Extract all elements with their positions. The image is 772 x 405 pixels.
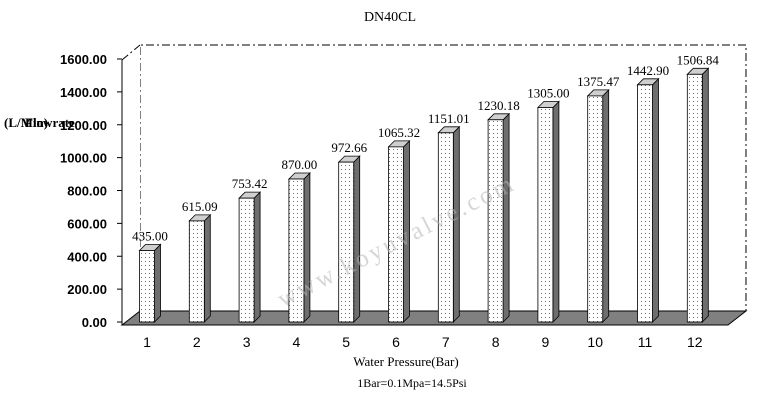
x-tick-label: 1 [143,334,151,350]
bar-group: 435.00 1 615.09 2 753.42 3 870.00 4 972.66 5 1065.… [132,52,719,350]
bar-value-label: 1442.90 [627,63,669,78]
bar-value-label: 1151.01 [428,111,470,126]
x-tick-label: 5 [342,334,350,350]
x-tick-label: 8 [492,334,500,350]
y-tick-label: 1000.00 [60,151,107,166]
bar-value-label: 1506.84 [677,52,720,67]
y-tick-label: 1600.00 [60,52,107,67]
x-tick-label: 11 [638,334,653,350]
bar-value-label: 972.66 [331,140,367,155]
x-tick-label: 2 [193,334,201,350]
bar-side [353,155,361,323]
bar-side [652,77,659,323]
x-tick-label: 10 [587,334,603,350]
bar-value-label: 435.00 [132,228,168,243]
x-axis-note: 1Bar=0.1Mpa=14.5Psi [357,376,467,390]
bar-value-label: 1375.47 [577,74,620,89]
bar [587,95,604,323]
bar [139,250,155,323]
bar [338,161,355,323]
chart-title: DN40CL [364,10,416,25]
bar [238,197,255,323]
y-tick-label: 1200.00 [60,118,107,133]
bar-value-label: 1305.00 [527,85,569,100]
bar [537,107,554,323]
bar-side [552,100,560,323]
bar [487,119,504,323]
bar-value-label: 615.09 [182,199,218,214]
x-tick-label: 12 [687,334,703,350]
bar [686,73,703,323]
bar-side [701,67,709,323]
y-tick-label: 400.00 [67,249,107,264]
x-tick-label: 7 [442,334,450,350]
bar [188,220,205,323]
x-tick-label: 9 [542,334,550,350]
y-tick-group: 0.00 200.00 400.00 600.00 800.00 1000.00 1200.… [60,52,122,330]
left-wall [122,45,140,325]
y-tick-label: 800.00 [67,184,107,199]
y-tick-label: 600.00 [67,216,107,231]
bar [388,146,404,323]
y-tick-label: 200.00 [67,282,107,297]
bar-side [602,88,610,323]
bar-side [502,112,510,323]
y-axis-label-unit: (L/Min) [4,115,49,130]
bar [288,178,305,323]
bar-value-label: 870.00 [282,157,318,172]
bar-side [203,213,211,323]
bar [437,132,454,323]
left-wall-edge [121,44,141,61]
bar-side [154,243,161,323]
y-tick-label: 1400.00 [60,85,107,100]
bar-side [253,191,261,323]
bar-value-label: 753.42 [232,176,268,191]
y-axis-label-flowrate: Flowrate [25,115,75,130]
x-axis-label: Water Pressure(Bar) [353,354,458,369]
x-tick-label: 4 [293,334,301,350]
x-tick-label: 6 [392,334,400,350]
y-tick-label: 0.00 [82,315,107,330]
bar-value-label: 1230.18 [477,98,519,113]
bar [637,84,653,323]
bar-value-label: 1065.32 [378,125,420,140]
x-tick-label: 3 [243,334,251,350]
